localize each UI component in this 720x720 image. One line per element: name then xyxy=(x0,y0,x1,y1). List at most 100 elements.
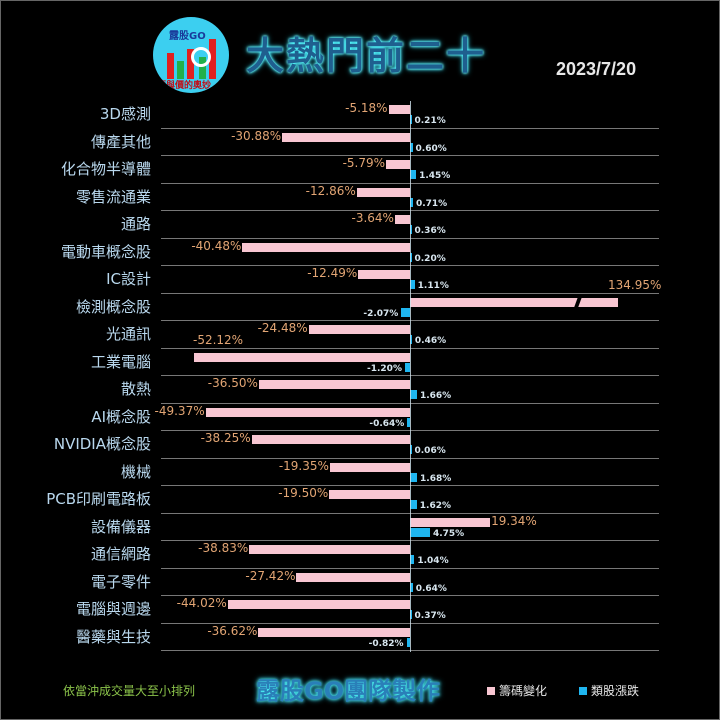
logo-text: 露股GO xyxy=(169,31,206,42)
category-label: 電腦與週邊 xyxy=(75,600,151,618)
sector-change-bar xyxy=(410,555,415,564)
sector-change-bar xyxy=(410,170,417,179)
table-row: 通信網路 -38.83% 1.04% xyxy=(1,541,720,569)
table-row: 通路 -3.64% 0.36% xyxy=(1,211,720,239)
sector-change-bar xyxy=(410,280,415,289)
table-row: 電動車概念股 -40.48% 0.20% xyxy=(1,238,720,266)
chip-change-label: 19.34% xyxy=(491,513,537,528)
sector-change-label: 1.68% xyxy=(420,473,452,484)
category-label: 通信網路 xyxy=(90,545,151,563)
sector-change-label: -2.07% xyxy=(363,308,399,319)
category-label: 設備儀器 xyxy=(90,517,151,536)
chip-change-label: -36.50% xyxy=(207,376,258,390)
zero-axis xyxy=(410,101,411,652)
chip-change-bar xyxy=(251,435,410,444)
chip-change-bar xyxy=(358,270,410,279)
legend-item-chip: 籌碼變化 xyxy=(487,682,547,699)
chip-change-bar xyxy=(356,187,410,197)
table-row: 光通訊 -24.48% 0.46% xyxy=(1,321,720,349)
chip-change-label: -5.18% xyxy=(345,101,388,115)
sector-change-bar xyxy=(410,527,430,537)
sector-change-label: 0.60% xyxy=(415,143,447,154)
sector-change-bar xyxy=(410,472,418,482)
chip-change-label: -12.49% xyxy=(307,266,358,280)
chip-change-bar xyxy=(410,517,491,527)
sector-change-label: -0.82% xyxy=(368,638,404,649)
sector-change-label: 0.64% xyxy=(415,583,447,594)
bar-chart: 3D感測 -5.18% 0.21% 傳產其他 -30.88% 0.60% 化合物半導體 -5.… xyxy=(1,101,720,652)
chip-change-bar xyxy=(194,352,410,362)
sector-change-bar xyxy=(407,417,410,427)
category-label: 光通訊 xyxy=(105,325,151,343)
category-label: 化合物半導體 xyxy=(60,160,151,178)
sector-change-label: 0.20% xyxy=(414,253,446,264)
chip-change-label: -44.02% xyxy=(176,596,227,610)
table-row: PCB印刷電路板 -19.50% 1.62% xyxy=(1,486,720,514)
sector-change-label: 1.45% xyxy=(419,171,451,181)
category-label: IC設計 xyxy=(106,270,151,288)
category-label: 檢測概念股 xyxy=(75,297,151,316)
category-label: 傳產其他 xyxy=(90,132,151,151)
brand-label: 露股GO團隊製作 xyxy=(256,677,441,705)
chip-change-label: -19.35% xyxy=(278,458,329,473)
sector-change-bar xyxy=(410,582,413,592)
sector-change-bar xyxy=(410,197,413,207)
category-label: 電子零件 xyxy=(90,572,151,591)
table-row: 3D感測 -5.18% 0.21% xyxy=(1,101,720,129)
chip-change-bar xyxy=(296,572,410,582)
table-row: 工業電腦 -52.12% -1.20% xyxy=(1,333,720,376)
chip-change-bar xyxy=(386,160,410,169)
chip-change-label: -38.83% xyxy=(198,541,249,555)
sector-change-bar xyxy=(401,307,410,317)
chip-change-bar xyxy=(242,242,410,252)
chip-change-label: -38.25% xyxy=(200,431,251,445)
chip-change-label: -24.48% xyxy=(257,321,308,335)
chip-change-bar xyxy=(308,325,410,334)
magnifier-icon xyxy=(191,47,211,67)
legend-label: 籌碼變化 xyxy=(499,684,548,698)
table-row: 設備儀器 19.34% 4.75% xyxy=(1,513,720,541)
table-row: 醫藥與生技 -36.62% -0.82% xyxy=(1,623,720,651)
chip-change-label: -27.42% xyxy=(245,568,296,583)
logo-bar-icon xyxy=(187,49,194,79)
chip-change-label: 134.95% xyxy=(608,277,662,292)
category-label: 零售流通業 xyxy=(75,187,151,206)
table-row: 零售流通業 -12.86% 0.71% xyxy=(1,184,720,211)
chip-change-bar xyxy=(388,105,410,114)
sector-change-label: 1.62% xyxy=(419,501,452,511)
sector-change-bar xyxy=(404,362,410,372)
category-label: NVIDIA概念股 xyxy=(53,435,151,453)
legend-swatch-blue xyxy=(579,686,587,695)
table-row: NVIDIA概念股 -38.25% 0.06% xyxy=(1,431,720,459)
sector-change-bar xyxy=(406,637,410,647)
category-label: PCB印刷電路板 xyxy=(46,490,151,508)
sector-change-label: 0.21% xyxy=(414,116,446,126)
date-label: 2023/7/20 xyxy=(556,59,637,79)
category-label: 機械 xyxy=(120,462,151,481)
logo-bar-icon xyxy=(199,57,206,79)
table-row: 機械 -19.35% 1.68% xyxy=(1,458,720,486)
sector-change-label: 0.71% xyxy=(415,198,448,209)
chip-change-bar xyxy=(282,132,410,142)
legend-swatch-pink xyxy=(487,686,495,695)
chip-change-bar xyxy=(258,627,410,637)
table-row: 散熱 -36.50% 1.66% xyxy=(1,376,720,404)
chip-change-label: -40.48% xyxy=(191,238,242,253)
table-row: 化合物半導體 -5.79% 1.45% xyxy=(1,156,720,184)
sector-change-bar xyxy=(410,390,417,399)
chip-change-bar xyxy=(258,380,410,389)
chip-change-label: -5.79% xyxy=(342,156,386,170)
sector-change-label: -1.20% xyxy=(367,363,402,374)
chip-change-label: -36.62% xyxy=(207,623,258,638)
sector-change-label: 4.75% xyxy=(432,528,465,539)
sort-note: 依當沖成交量大至小排列 xyxy=(63,684,196,698)
sector-change-bar xyxy=(410,142,413,152)
category-label: 工業電腦 xyxy=(90,352,151,371)
sector-change-label: 1.66% xyxy=(419,391,452,401)
table-row: AI概念股 -49.37% -0.64% xyxy=(1,403,720,431)
chip-change-bar xyxy=(227,600,410,609)
sector-change-label: 0.36% xyxy=(414,226,446,236)
category-label: 3D感測 xyxy=(99,105,151,123)
chip-change-label: -49.37% xyxy=(154,403,205,418)
sector-change-label: 1.11% xyxy=(417,281,449,291)
